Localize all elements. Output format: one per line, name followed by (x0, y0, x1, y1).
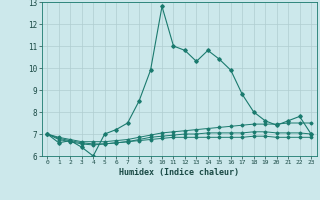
X-axis label: Humidex (Indice chaleur): Humidex (Indice chaleur) (119, 168, 239, 177)
